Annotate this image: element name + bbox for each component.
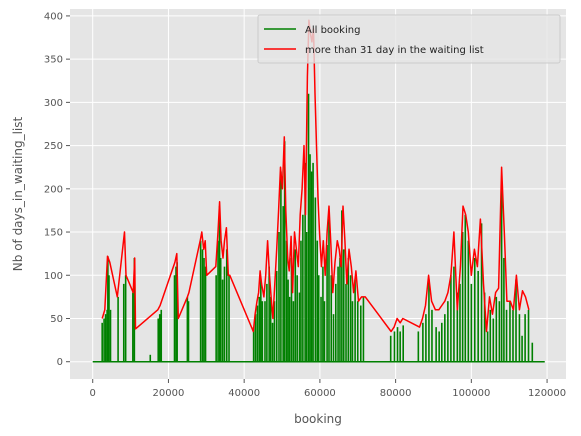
x-axis-label: booking	[294, 412, 342, 426]
y-tick-label: 250	[44, 141, 63, 152]
legend-label-waiting-31plus: more than 31 day in the waiting list	[305, 45, 484, 56]
series-waiting-31plus-line	[101, 19, 530, 333]
y-tick-label: 350	[44, 55, 63, 66]
x-tick-label: 120000	[528, 388, 566, 399]
legend: All booking more than 31 day in the wait…	[257, 14, 561, 64]
legend-box	[257, 14, 561, 64]
x-tick-label: 20000	[153, 388, 185, 399]
y-tick-label: 400	[44, 11, 63, 22]
x-tick-label: 80000	[380, 388, 412, 399]
axis-ticks: 0 20000 40000 60000 80000 100000 120000 0 50 100 1…	[44, 11, 566, 399]
y-axis-label: Nb of days_in_waiting_list	[11, 116, 25, 271]
y-tick-label: 150	[44, 228, 63, 239]
x-tick-label: 60000	[304, 388, 336, 399]
y-tick-label: 50	[50, 314, 63, 325]
legend-label-all-booking: All booking	[305, 25, 360, 36]
y-tick-label: 200	[44, 184, 63, 195]
y-tick-label: 0	[57, 357, 63, 368]
x-tick-label: 40000	[228, 388, 260, 399]
y-tick-label: 100	[44, 271, 63, 282]
x-tick-label: 100000	[452, 388, 490, 399]
x-tick-label: 0	[90, 388, 96, 399]
y-tick-label: 300	[44, 98, 63, 109]
